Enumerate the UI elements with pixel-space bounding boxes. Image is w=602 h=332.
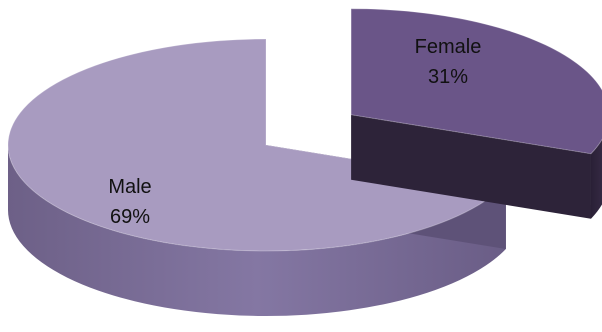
female-slice-side	[590, 139, 602, 219]
female-slice-inner-wall	[351, 114, 591, 219]
male-slice	[7, 38, 507, 252]
female-label: Female	[415, 36, 482, 58]
female-percent: 31%	[428, 66, 468, 88]
pie-labels: Female 31% Male 69%	[108, 36, 481, 228]
pie-slices	[7, 8, 602, 317]
male-percent: 69%	[110, 206, 150, 228]
male-slice-side	[8, 145, 506, 317]
female-slice	[350, 8, 602, 155]
male-label: Male	[108, 176, 151, 198]
